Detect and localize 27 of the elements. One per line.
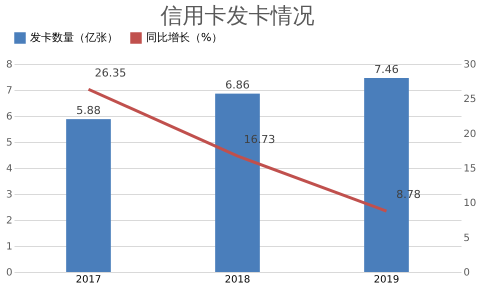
bar <box>66 119 111 272</box>
y-tick-label: 1 <box>6 242 12 252</box>
y-tick-label: 3 <box>6 190 12 200</box>
y-tick-label: 8 <box>6 60 12 70</box>
data-label: 6.86 <box>225 78 250 92</box>
y2-tick-label: 30 <box>464 60 476 70</box>
y-tick-label: 7 <box>6 86 12 96</box>
y2-tick-label: 20 <box>464 128 476 140</box>
y2-tick-label: 15 <box>464 164 476 174</box>
legend-label: 同比增长（%） <box>146 31 222 44</box>
y-tick-label: 2 <box>6 216 12 226</box>
y2-tick-label: 10 <box>464 198 476 210</box>
data-label: 5.88 <box>76 104 101 118</box>
x-tick-label: 2017 <box>76 274 102 286</box>
legend-label: 发卡数量（亿张） <box>30 31 118 44</box>
y2-tick-label: 25 <box>464 94 476 106</box>
y-tick-label: 5 <box>6 138 12 148</box>
data-label: 7.46 <box>374 63 399 76</box>
y2-tick-label: 0 <box>464 268 470 278</box>
y2-tick-label: 5 <box>464 232 470 244</box>
x-tick-label: 2019 <box>374 274 400 286</box>
y-tick-label: 6 <box>6 112 12 122</box>
data-label: 26.35 <box>94 66 126 80</box>
chart-title: 信用卡发卡情况 <box>160 4 314 29</box>
y-tick-label: 0 <box>6 268 12 278</box>
y-tick-label: 4 <box>6 164 12 174</box>
x-tick-label: 2018 <box>224 274 250 286</box>
